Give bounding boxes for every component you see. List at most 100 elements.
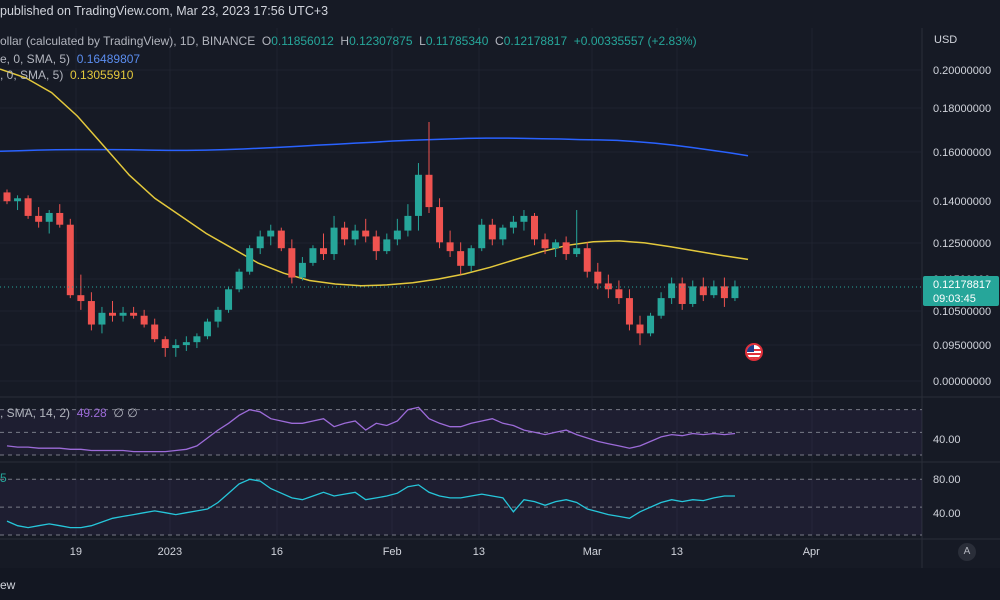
candle-body — [478, 224, 486, 249]
time-axis-label: 19 — [70, 546, 82, 558]
sma-long-label: e, 0, SMA, 5) — [0, 52, 71, 66]
bar-countdown: 09:03:45 — [933, 293, 976, 305]
time-axis-label: 13 — [671, 546, 683, 558]
candle-body — [56, 212, 64, 225]
candle-body — [393, 230, 401, 240]
rsi-params: , SMA, 14, 2) — [0, 406, 71, 420]
currency-label: USD — [934, 34, 958, 46]
candle-body — [109, 312, 116, 316]
candle-body — [604, 283, 612, 290]
candle-body — [636, 324, 644, 334]
candle-body — [446, 242, 454, 252]
candle-body — [499, 227, 507, 240]
time-axis-label: 13 — [473, 546, 485, 558]
candle-body — [182, 342, 190, 346]
candle-body — [552, 242, 560, 249]
candle-body — [130, 312, 138, 316]
candle-body — [214, 309, 222, 322]
candle-body — [562, 242, 570, 255]
time-axis-label: 2023 — [158, 546, 182, 558]
open-label: O — [261, 34, 272, 48]
candle-body — [414, 174, 422, 216]
last-price-badge — [923, 275, 999, 306]
sma-long-legend: e, 0, SMA, 5) 0.16489807 — [0, 52, 140, 66]
candle-body — [246, 248, 254, 272]
candle-body — [298, 262, 306, 278]
candle-body — [151, 324, 159, 340]
price-tick-label: 0.16000000 — [933, 147, 991, 159]
candle-body — [119, 312, 127, 316]
candle-body — [383, 239, 391, 252]
symbol-description: ollar (calculated by TradingView), 1D, B… — [0, 34, 256, 48]
candle-body — [309, 248, 317, 263]
candle-body — [256, 236, 264, 249]
candle-body — [541, 239, 549, 249]
close-value: 0.12178817 — [503, 34, 568, 48]
sma-long-line — [0, 137, 749, 157]
candle-body — [720, 286, 728, 299]
candle-body — [372, 236, 380, 252]
candle-body — [225, 289, 233, 310]
candle-body — [699, 286, 707, 296]
publish-notice: published on TradingView.com, Mar 23, 20… — [0, 4, 329, 18]
candle-body — [140, 315, 148, 325]
candle-body — [689, 286, 697, 304]
candle-body — [3, 192, 11, 202]
candle-body — [625, 298, 633, 325]
candle-body — [203, 321, 211, 337]
high-value: 0.12307875 — [349, 34, 413, 48]
candle-body — [425, 174, 433, 208]
open-value: 0.11856012 — [271, 34, 334, 48]
high-label: H — [340, 34, 350, 48]
candle-body — [657, 298, 665, 316]
mfi-legend: 5 — [0, 471, 7, 485]
low-value: 0.11785340 — [425, 34, 489, 48]
candle-body — [235, 271, 243, 290]
price-tick-label: 0.18000000 — [933, 103, 991, 115]
candle-body — [45, 212, 53, 222]
candle-body — [267, 230, 275, 237]
candle-body — [98, 312, 106, 325]
candle-body — [509, 221, 517, 228]
candle-body — [731, 286, 739, 299]
candle-body — [87, 301, 95, 325]
candle-body — [77, 295, 85, 302]
time-axis-label: Feb — [383, 546, 402, 558]
candle-body — [710, 286, 718, 296]
candle-body — [24, 198, 32, 216]
time-axis-label: 16 — [271, 546, 283, 558]
candle-body — [594, 271, 602, 284]
candle-body — [404, 215, 412, 231]
rsi-value: 49.28 — [76, 406, 107, 420]
rsi-extra: ∅ ∅ — [113, 406, 138, 420]
rsi-tick-label: 40.00 — [933, 434, 961, 446]
candle-body — [362, 230, 370, 237]
candle-body — [35, 215, 43, 222]
candle-body — [341, 227, 349, 240]
price-tick-label: 0.20000000 — [933, 65, 991, 77]
sma-short-legend: , 0, SMA, 5) 0.13055910 — [0, 68, 133, 82]
candle-body — [583, 248, 591, 272]
candle-body — [161, 339, 169, 349]
us-flag-event-icon[interactable] — [745, 343, 763, 361]
change-value: +0.00335557 (+2.83%) — [573, 34, 697, 48]
last-price-label: 0.12178817 — [933, 279, 991, 291]
candle-body — [467, 248, 475, 266]
ohlc-legend: ollar (calculated by TradingView), 1D, B… — [0, 34, 697, 48]
candle-body — [615, 289, 623, 299]
candle-body — [573, 248, 581, 255]
candle-body — [330, 227, 338, 255]
candle-body — [277, 230, 285, 249]
candle-body — [351, 230, 359, 240]
auto-scale-button[interactable]: A — [958, 543, 976, 561]
candle-body — [288, 248, 296, 278]
candle-body — [647, 315, 655, 334]
mfi-line — [6, 478, 735, 529]
candle-body — [320, 248, 327, 255]
status-bar-text: ew — [0, 578, 16, 592]
price-tick-label: 0.14000000 — [933, 196, 991, 208]
time-axis-label: Apr — [803, 546, 820, 558]
candle-body — [14, 198, 22, 202]
candle-body — [668, 283, 676, 299]
